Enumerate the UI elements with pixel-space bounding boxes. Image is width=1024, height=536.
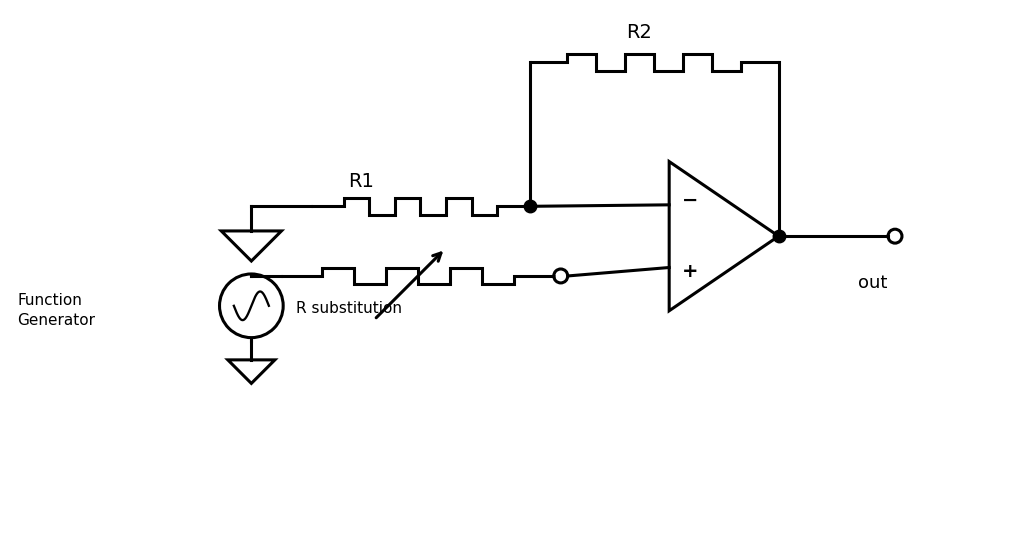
Text: Function
Generator: Function Generator xyxy=(17,293,95,328)
Text: R2: R2 xyxy=(627,23,652,42)
Text: R substitution: R substitution xyxy=(296,301,402,316)
Text: +: + xyxy=(682,262,698,281)
Text: out: out xyxy=(858,274,888,292)
Text: R1: R1 xyxy=(348,172,374,191)
Text: −: − xyxy=(682,191,698,210)
